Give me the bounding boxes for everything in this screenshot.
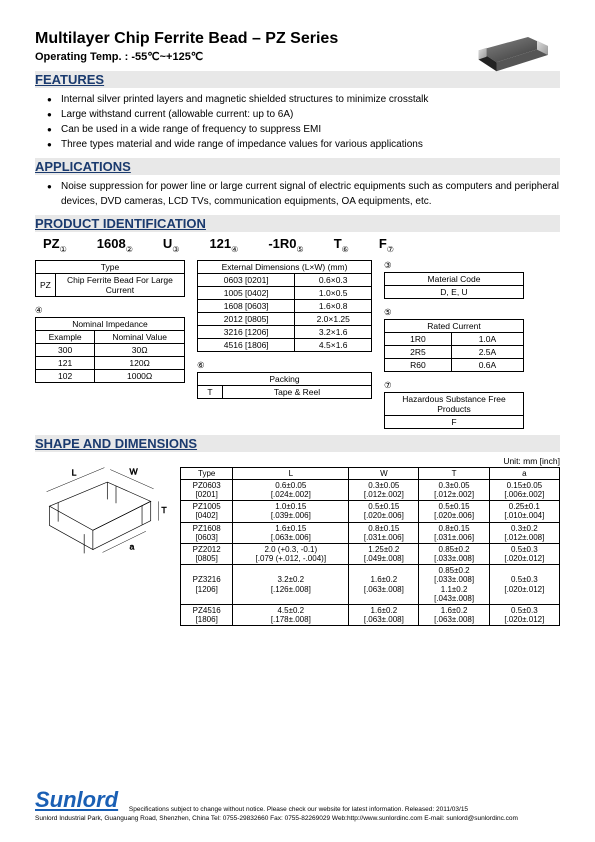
footer: Sunlord Specifications subject to change… bbox=[35, 787, 560, 822]
chip-image bbox=[465, 28, 555, 73]
impedance-table: Nominal Impedance ExampleNominal Value 3… bbox=[35, 317, 185, 383]
features-list: Internal silver printed layers and magne… bbox=[35, 92, 560, 152]
pid-tables: Type PZChip Ferrite Bead For Large Curre… bbox=[35, 260, 560, 429]
hazard-table: Hazardous Substance Free Products F bbox=[384, 392, 524, 429]
rated-table: Rated Current 1R01.0A 2R52.5A R600.6A bbox=[384, 319, 524, 372]
features-header: FEATURES bbox=[35, 71, 560, 88]
brand-logo: Sunlord bbox=[35, 787, 118, 813]
application-item: Noise suppression for power line or larg… bbox=[47, 179, 560, 209]
feature-item: Can be used in a wide range of frequency… bbox=[47, 122, 560, 137]
pid-codes: PZ① 1608② U③ 121④ -1R0⑤ T⑥ F⑦ bbox=[35, 236, 560, 254]
material-table: Material Code D, E, U bbox=[384, 272, 524, 299]
unit-label: Unit: mm [inch] bbox=[180, 456, 560, 466]
feature-item: Large withstand current (allowable curre… bbox=[47, 107, 560, 122]
applications-header: APPLICATIONS bbox=[35, 158, 560, 175]
svg-text:L: L bbox=[72, 467, 77, 477]
dims-diagram: L W T a bbox=[35, 456, 170, 566]
footer-address: Sunlord Industrial Park, Guanguang Road,… bbox=[35, 815, 560, 822]
feature-item: Three types material and wide range of i… bbox=[47, 137, 560, 152]
type-table: Type PZChip Ferrite Bead For Large Curre… bbox=[35, 260, 185, 297]
dims-table: TypeLWTa PZ0603 [0201]0.6±0.05 [.024±.00… bbox=[180, 467, 560, 627]
ext-dims-table: External Dimensions (L×W) (mm) 0603 [020… bbox=[197, 260, 372, 352]
svg-text:a: a bbox=[130, 541, 135, 551]
packing-table: Packing TTape & Reel bbox=[197, 372, 372, 399]
applications-list: Noise suppression for power line or larg… bbox=[35, 179, 560, 209]
svg-text:W: W bbox=[130, 466, 139, 476]
shape-header: SHAPE AND DIMENSIONS bbox=[35, 435, 560, 452]
pid-header: PRODUCT IDENTIFICATION bbox=[35, 215, 560, 232]
feature-item: Internal silver printed layers and magne… bbox=[47, 92, 560, 107]
footer-spec: Specifications subject to change without… bbox=[129, 806, 468, 813]
svg-text:T: T bbox=[161, 505, 167, 515]
